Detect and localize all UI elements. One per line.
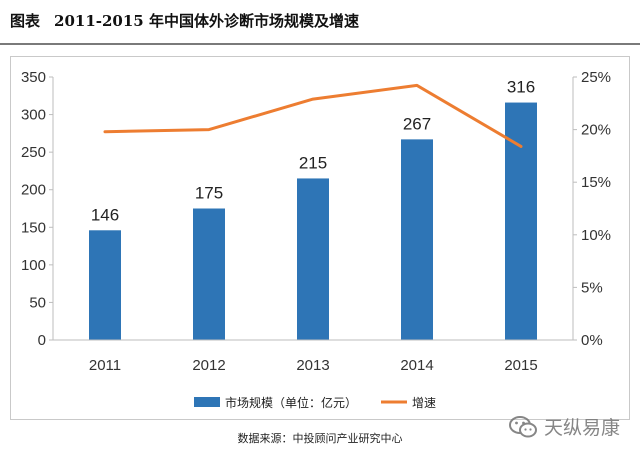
bar bbox=[193, 208, 225, 340]
right-axis-tick-label: 20% bbox=[581, 122, 611, 139]
legend-line-label: 增速 bbox=[412, 396, 436, 410]
bar-data-label: 146 bbox=[91, 205, 119, 224]
x-axis-tick-label: 2013 bbox=[296, 357, 329, 374]
wechat-icon bbox=[508, 415, 537, 437]
left-axis-tick-label: 200 bbox=[21, 182, 46, 199]
left-axis-tick-label: 0 bbox=[38, 332, 46, 349]
title-divider bbox=[0, 43, 640, 45]
bar bbox=[505, 102, 537, 340]
left-axis-tick-label: 300 bbox=[21, 107, 46, 124]
x-axis-tick-label: 2015 bbox=[504, 357, 537, 374]
watermark: 天纵易康 bbox=[508, 413, 620, 440]
figure-title: 2011-2015 年中国体外诊断市场规模及增速 bbox=[54, 11, 359, 30]
bar-data-label: 316 bbox=[507, 78, 535, 97]
left-axis-tick-label: 350 bbox=[21, 69, 46, 86]
bar bbox=[89, 230, 121, 340]
bar-data-label: 215 bbox=[299, 153, 327, 172]
right-axis-tick-label: 15% bbox=[581, 174, 611, 191]
chart-title: 图表 2011-2015 年中国体外诊断市场规模及增速 bbox=[10, 6, 359, 34]
left-axis-tick-label: 250 bbox=[21, 144, 46, 161]
right-axis-tick-label: 5% bbox=[581, 279, 603, 296]
combo-chart: 0 50 100 150 200 250 300 350 0% 5% 10% 15% 20% 25% 1… bbox=[21, 69, 611, 410]
legend-bar-swatch bbox=[194, 397, 220, 407]
chart-frame: 0 50 100 150 200 250 300 350 0% 5% 10% 15% 20% 25% 1… bbox=[10, 56, 630, 420]
right-axis-tick-label: 10% bbox=[581, 227, 611, 244]
x-axis-tick-label: 2011 bbox=[89, 357, 121, 374]
right-axis-tick-label: 25% bbox=[581, 69, 611, 86]
right-axis-tick-label: 0% bbox=[581, 332, 603, 349]
bar bbox=[297, 178, 329, 340]
source-note: 数据来源：中投顾问产业研究中心 bbox=[237, 432, 403, 445]
growth-line bbox=[103, 83, 523, 148]
bar-data-label: 267 bbox=[403, 114, 431, 133]
x-axis-tick-label: 2012 bbox=[192, 357, 225, 374]
watermark-text: 天纵易康 bbox=[543, 417, 620, 439]
bar-data-label: 175 bbox=[195, 184, 223, 203]
left-axis-tick-label: 150 bbox=[21, 219, 46, 236]
left-axis-tick-label: 50 bbox=[29, 294, 46, 311]
legend-bar-label: 市场规模（单位：亿元） bbox=[225, 395, 357, 410]
left-axis-tick-label: 100 bbox=[21, 257, 46, 274]
figure-number: 图表 bbox=[10, 11, 41, 30]
bar bbox=[401, 139, 433, 340]
x-axis-tick-label: 2014 bbox=[400, 357, 433, 374]
